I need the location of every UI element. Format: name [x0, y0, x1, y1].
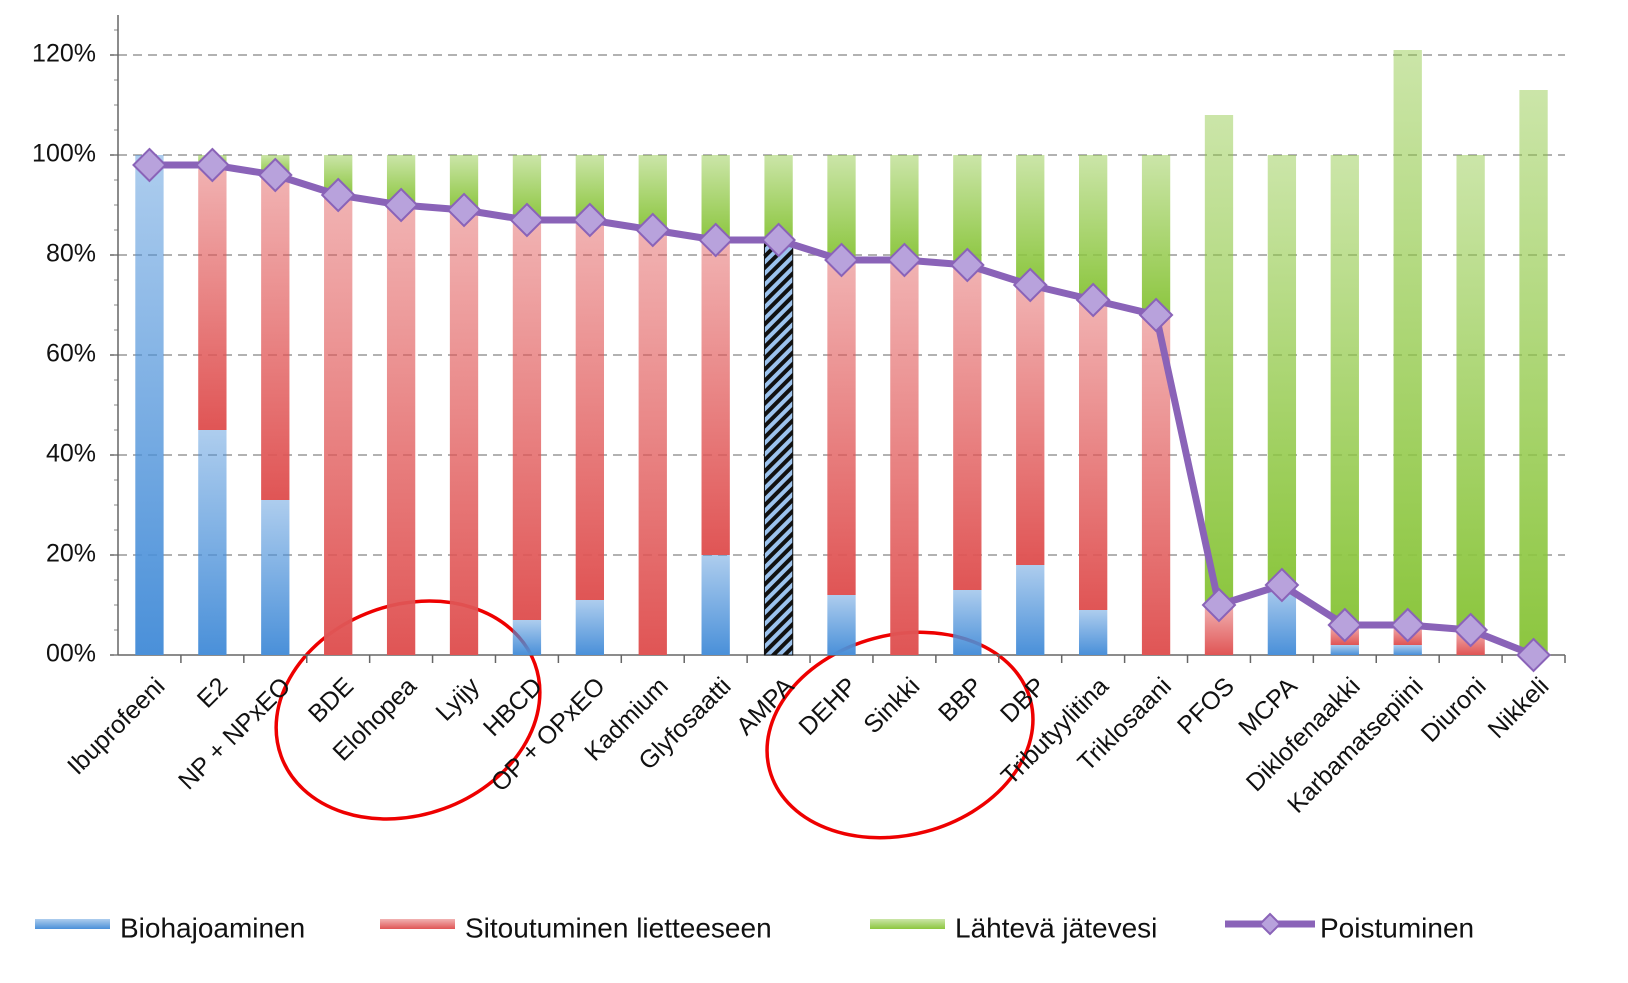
bar	[1016, 155, 1045, 285]
legend-swatch	[35, 919, 110, 929]
marker	[1264, 567, 1300, 603]
bar	[1141, 155, 1171, 315]
bar	[890, 155, 919, 260]
bar	[953, 590, 982, 655]
bar	[449, 210, 479, 655]
x-tick-label: DBP	[995, 672, 1051, 728]
marker	[1075, 282, 1111, 318]
x-tick-label: BDE	[303, 672, 359, 728]
y-tick-label: 60%	[46, 340, 96, 368]
bar	[827, 260, 856, 595]
bar	[763, 239, 794, 656]
bar	[827, 155, 856, 260]
y-tick-label: 40%	[46, 440, 96, 468]
bar	[953, 155, 982, 265]
annotation-ellipse	[765, 630, 1035, 840]
bar	[1393, 645, 1422, 655]
bar	[638, 230, 667, 655]
bar	[261, 500, 290, 655]
legend-swatch	[380, 919, 455, 929]
marker	[194, 147, 230, 183]
bar	[512, 620, 542, 655]
y-tick-label: 20%	[46, 540, 96, 568]
marker	[1516, 637, 1551, 673]
x-tick-label: PFOS	[1172, 672, 1240, 740]
marker	[635, 212, 671, 248]
marker	[698, 222, 734, 258]
y-tick-label: 120%	[32, 40, 96, 68]
bar	[1016, 285, 1045, 565]
legend-swatch	[870, 919, 945, 929]
bar	[890, 260, 919, 655]
bar	[1393, 50, 1422, 625]
marker	[572, 202, 608, 238]
bar	[324, 195, 353, 655]
x-tick-label: Lyijy	[430, 672, 485, 727]
bar	[575, 220, 605, 600]
annotation-ellipse	[274, 599, 542, 821]
bar	[1204, 115, 1234, 605]
marker	[509, 202, 545, 238]
x-tick-label: Sinkki	[858, 672, 925, 739]
marker	[1453, 612, 1489, 648]
marker	[1012, 267, 1048, 303]
marker	[132, 147, 167, 183]
bar	[198, 430, 227, 655]
x-tick-label: AMPA	[731, 672, 800, 741]
bar	[1016, 565, 1045, 655]
bar	[701, 240, 730, 555]
marker	[383, 187, 419, 223]
marker	[1390, 607, 1426, 643]
x-tick-label: DEHP	[793, 672, 862, 741]
bar	[386, 205, 416, 655]
legend-marker	[1258, 912, 1282, 936]
marker	[949, 247, 985, 283]
bar	[135, 155, 164, 655]
y-tick-label: 100%	[32, 140, 96, 168]
bar	[198, 165, 227, 430]
legend-label: Lähtevä jätevesi	[955, 912, 1157, 943]
bar	[827, 595, 856, 655]
marker	[824, 242, 859, 278]
bar	[1519, 90, 1548, 655]
x-tick-label: E2	[192, 672, 233, 713]
bar	[261, 175, 290, 500]
bar	[701, 555, 730, 655]
marker	[257, 157, 293, 193]
legend-label: Biohajoaminen	[120, 912, 305, 943]
y-tick-label: 00%	[46, 640, 96, 668]
x-tick-label: BBP	[933, 672, 988, 727]
bar	[1330, 645, 1359, 655]
x-tick-label: Diuroni	[1416, 672, 1492, 748]
bar	[953, 265, 982, 590]
marker	[1327, 607, 1363, 643]
marker	[761, 222, 797, 258]
bar	[1267, 155, 1297, 585]
bar	[1078, 610, 1108, 655]
marker	[320, 177, 356, 213]
bar	[1330, 155, 1359, 625]
x-tick-label: Ibuprofeeni	[62, 672, 170, 780]
marker	[886, 242, 922, 278]
bar	[512, 220, 542, 620]
marker	[1138, 297, 1174, 333]
marker	[1201, 587, 1237, 623]
bar	[1078, 300, 1108, 610]
marker	[446, 192, 482, 228]
x-tick-label: Nikkeli	[1483, 672, 1555, 744]
legend-label: Sitoutuminen lietteeseen	[465, 912, 772, 943]
y-tick-label: 80%	[46, 240, 96, 268]
bar	[1078, 155, 1108, 300]
bar	[1456, 155, 1485, 630]
legend-label: Poistuminen	[1320, 912, 1474, 943]
bar	[575, 600, 605, 655]
